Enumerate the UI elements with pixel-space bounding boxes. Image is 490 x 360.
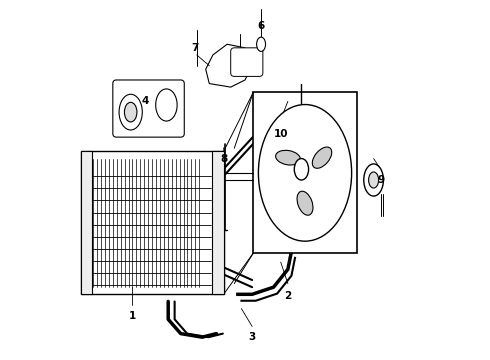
Ellipse shape bbox=[297, 191, 313, 215]
Ellipse shape bbox=[275, 150, 300, 165]
Text: 5: 5 bbox=[234, 54, 242, 64]
Bar bbox=[253, 93, 357, 253]
Ellipse shape bbox=[258, 104, 352, 241]
Polygon shape bbox=[206, 44, 252, 87]
Ellipse shape bbox=[257, 37, 266, 51]
Bar bbox=[212, 152, 223, 294]
Text: 1: 1 bbox=[129, 311, 136, 321]
Text: 8: 8 bbox=[220, 154, 227, 163]
Bar bbox=[81, 152, 223, 294]
Ellipse shape bbox=[156, 89, 177, 121]
Text: 9: 9 bbox=[377, 175, 384, 185]
Ellipse shape bbox=[312, 147, 332, 168]
Ellipse shape bbox=[124, 102, 137, 122]
FancyBboxPatch shape bbox=[231, 48, 263, 76]
Text: 3: 3 bbox=[248, 332, 256, 342]
Text: 10: 10 bbox=[273, 129, 288, 139]
Ellipse shape bbox=[119, 94, 142, 130]
Ellipse shape bbox=[364, 164, 383, 196]
FancyBboxPatch shape bbox=[113, 80, 184, 137]
Text: 7: 7 bbox=[191, 43, 198, 53]
Bar bbox=[81, 152, 93, 294]
Text: 6: 6 bbox=[257, 21, 265, 31]
Ellipse shape bbox=[294, 158, 309, 180]
Text: 4: 4 bbox=[141, 96, 148, 107]
Ellipse shape bbox=[368, 172, 379, 188]
Text: 2: 2 bbox=[284, 291, 292, 301]
